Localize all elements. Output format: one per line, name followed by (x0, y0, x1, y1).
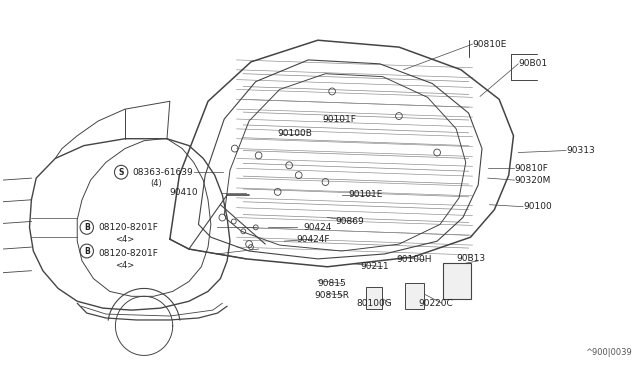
Text: 08120-8201F: 08120-8201F (98, 223, 158, 232)
Text: <4>: <4> (115, 261, 134, 270)
Text: 90313: 90313 (566, 146, 595, 155)
FancyBboxPatch shape (443, 263, 472, 299)
Text: <4>: <4> (115, 235, 134, 244)
Text: B: B (84, 223, 90, 232)
Text: 90100H: 90100H (396, 256, 431, 264)
Text: (4): (4) (151, 179, 163, 187)
Text: ^900|0039: ^900|0039 (585, 348, 632, 357)
Text: 90211: 90211 (361, 262, 389, 271)
Text: S: S (118, 168, 124, 177)
Text: 90424F: 90424F (297, 235, 330, 244)
Text: 90410: 90410 (169, 188, 198, 198)
Text: 90101F: 90101F (323, 115, 356, 124)
Text: B: B (84, 247, 90, 256)
Text: 90101E: 90101E (348, 190, 383, 199)
Text: 90424: 90424 (303, 223, 332, 232)
Text: 90810E: 90810E (472, 40, 507, 49)
Text: 90B01: 90B01 (518, 60, 547, 68)
Text: 90B13: 90B13 (456, 254, 485, 263)
FancyBboxPatch shape (404, 283, 424, 309)
Text: 90320M: 90320M (515, 176, 551, 185)
Text: 90815R: 90815R (314, 291, 349, 300)
Text: 08120-8201F: 08120-8201F (98, 250, 158, 259)
FancyBboxPatch shape (367, 288, 381, 309)
Text: 90815: 90815 (318, 279, 346, 288)
Text: 08363-61639: 08363-61639 (132, 168, 193, 177)
Text: 90100: 90100 (523, 202, 552, 211)
Text: 90810F: 90810F (515, 164, 548, 173)
Text: 90220C: 90220C (418, 299, 452, 308)
Text: 80100G: 80100G (356, 299, 392, 308)
Text: 90100B: 90100B (278, 129, 312, 138)
Text: 90869: 90869 (335, 217, 364, 226)
